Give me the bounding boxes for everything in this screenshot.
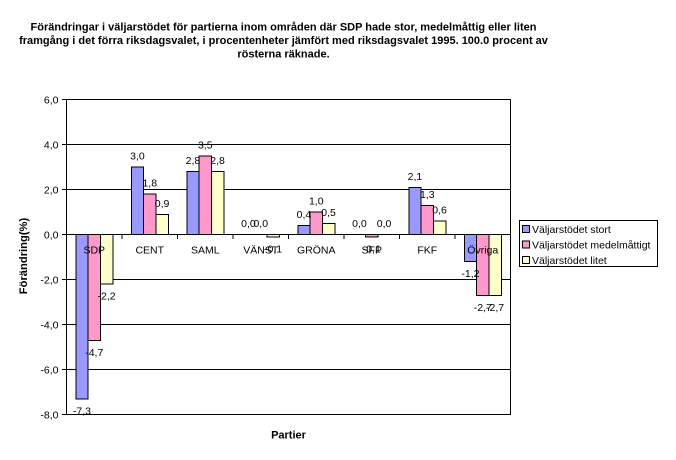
svg-text:2,0: 2,0 (44, 185, 59, 197)
svg-text:VÄNST: VÄNST (243, 245, 279, 257)
svg-text:-0,1: -0,1 (264, 243, 282, 255)
svg-text:0,6: 0,6 (432, 205, 447, 217)
svg-text:Väljarstödet stort: Väljarstödet stort (532, 224, 611, 236)
svg-text:2,8: 2,8 (186, 155, 201, 167)
svg-text:SDP: SDP (83, 245, 105, 257)
svg-text:0,0: 0,0 (352, 218, 367, 230)
svg-text:-1,2: -1,2 (461, 268, 479, 280)
svg-text:0,9: 0,9 (155, 198, 170, 210)
svg-text:1,3: 1,3 (420, 189, 435, 201)
svg-text:0,0: 0,0 (377, 218, 392, 230)
svg-text:-4,0: -4,0 (40, 320, 58, 332)
svg-text:Förändring(%): Förändring(%) (18, 218, 30, 295)
svg-text:Övriga: Övriga (467, 245, 498, 257)
svg-text:4,0: 4,0 (44, 140, 59, 152)
svg-text:0,0: 0,0 (44, 230, 59, 242)
svg-text:-2,2: -2,2 (98, 291, 116, 303)
svg-text:3,5: 3,5 (198, 139, 213, 151)
svg-text:3,0: 3,0 (130, 151, 145, 163)
svg-text:Väljarstödet medelmåttigt: Väljarstödet medelmåttigt (532, 239, 651, 251)
svg-text:-6,0: -6,0 (40, 365, 58, 377)
svg-text:Väljarstödet litet: Väljarstödet litet (532, 255, 607, 267)
svg-text:-2,7: -2,7 (486, 302, 504, 314)
svg-text:0,4: 0,4 (297, 209, 312, 221)
svg-text:Förändringar i väljarstödet fö: Förändringar i väljarstödet för partiern… (31, 22, 537, 34)
svg-text:0,0: 0,0 (253, 218, 268, 230)
svg-text:-2,7: -2,7 (474, 302, 492, 314)
svg-text:-0,1: -0,1 (363, 243, 381, 255)
svg-text:SFP: SFP (362, 245, 382, 257)
svg-text:CENT: CENT (135, 245, 164, 257)
svg-text:SAML: SAML (191, 245, 220, 257)
svg-text:GRÖNA: GRÖNA (297, 245, 336, 257)
svg-text:2,8: 2,8 (210, 155, 225, 167)
svg-text:FKF: FKF (417, 245, 437, 257)
svg-text:-4,7: -4,7 (85, 347, 103, 359)
svg-text:rösterna räknade.: rösterna räknade. (237, 48, 329, 60)
svg-text:framgång i det förra riksdagsv: framgång i det förra riksdagsvalet, i pr… (19, 35, 549, 47)
svg-text:6,0: 6,0 (44, 95, 59, 107)
svg-text:0,5: 0,5 (321, 207, 336, 219)
svg-text:1,0: 1,0 (309, 196, 324, 208)
svg-text:-7,3: -7,3 (73, 405, 91, 417)
svg-text:Partier: Partier (271, 430, 307, 442)
svg-text:-2,0: -2,0 (40, 275, 58, 287)
svg-text:1,8: 1,8 (142, 178, 157, 190)
svg-text:0,0: 0,0 (241, 218, 256, 230)
svg-text:2,1: 2,1 (408, 171, 423, 183)
svg-text:-8,0: -8,0 (40, 410, 58, 422)
